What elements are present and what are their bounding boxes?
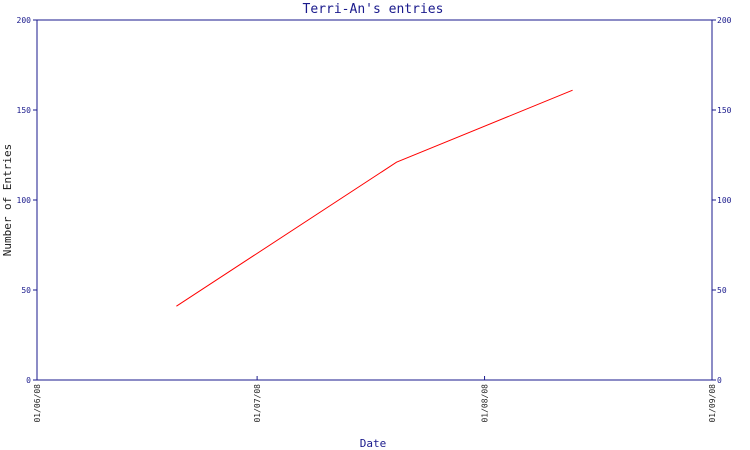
- y-tick-label-left: 0: [26, 376, 31, 385]
- y-axis-right: 0 50 100 150 200: [712, 16, 732, 385]
- y-tick-label-right: 100: [717, 196, 732, 205]
- y-axis-left: 0 50 100 150 200: [17, 16, 37, 385]
- chart-title: Terri-An's entries: [303, 2, 444, 17]
- series-layer: [176, 89, 573, 307]
- y-tick-label-left: 150: [17, 106, 32, 115]
- y-axis-label: Number of Entries: [1, 144, 14, 257]
- x-axis: 01/06/08 01/07/08 01/08/08 01/09/08: [33, 376, 717, 423]
- x-tick-label: 01/09/08: [708, 384, 717, 423]
- y-tick-label-left: 200: [17, 16, 32, 25]
- x-axis-label: Date: [360, 437, 387, 450]
- y-tick-label-right: 150: [717, 106, 732, 115]
- y-tick-label-left: 50: [21, 286, 31, 295]
- x-tick-label: 01/07/08: [253, 384, 262, 423]
- series-line-0: [176, 89, 573, 307]
- y-tick-label-right: 200: [717, 16, 732, 25]
- x-tick-label: 01/08/08: [481, 384, 490, 423]
- y-tick-label-right: 50: [717, 286, 727, 295]
- y-tick-label-left: 100: [17, 196, 32, 205]
- x-tick-label: 01/06/08: [33, 384, 42, 423]
- y-tick-label-right: 0: [717, 376, 722, 385]
